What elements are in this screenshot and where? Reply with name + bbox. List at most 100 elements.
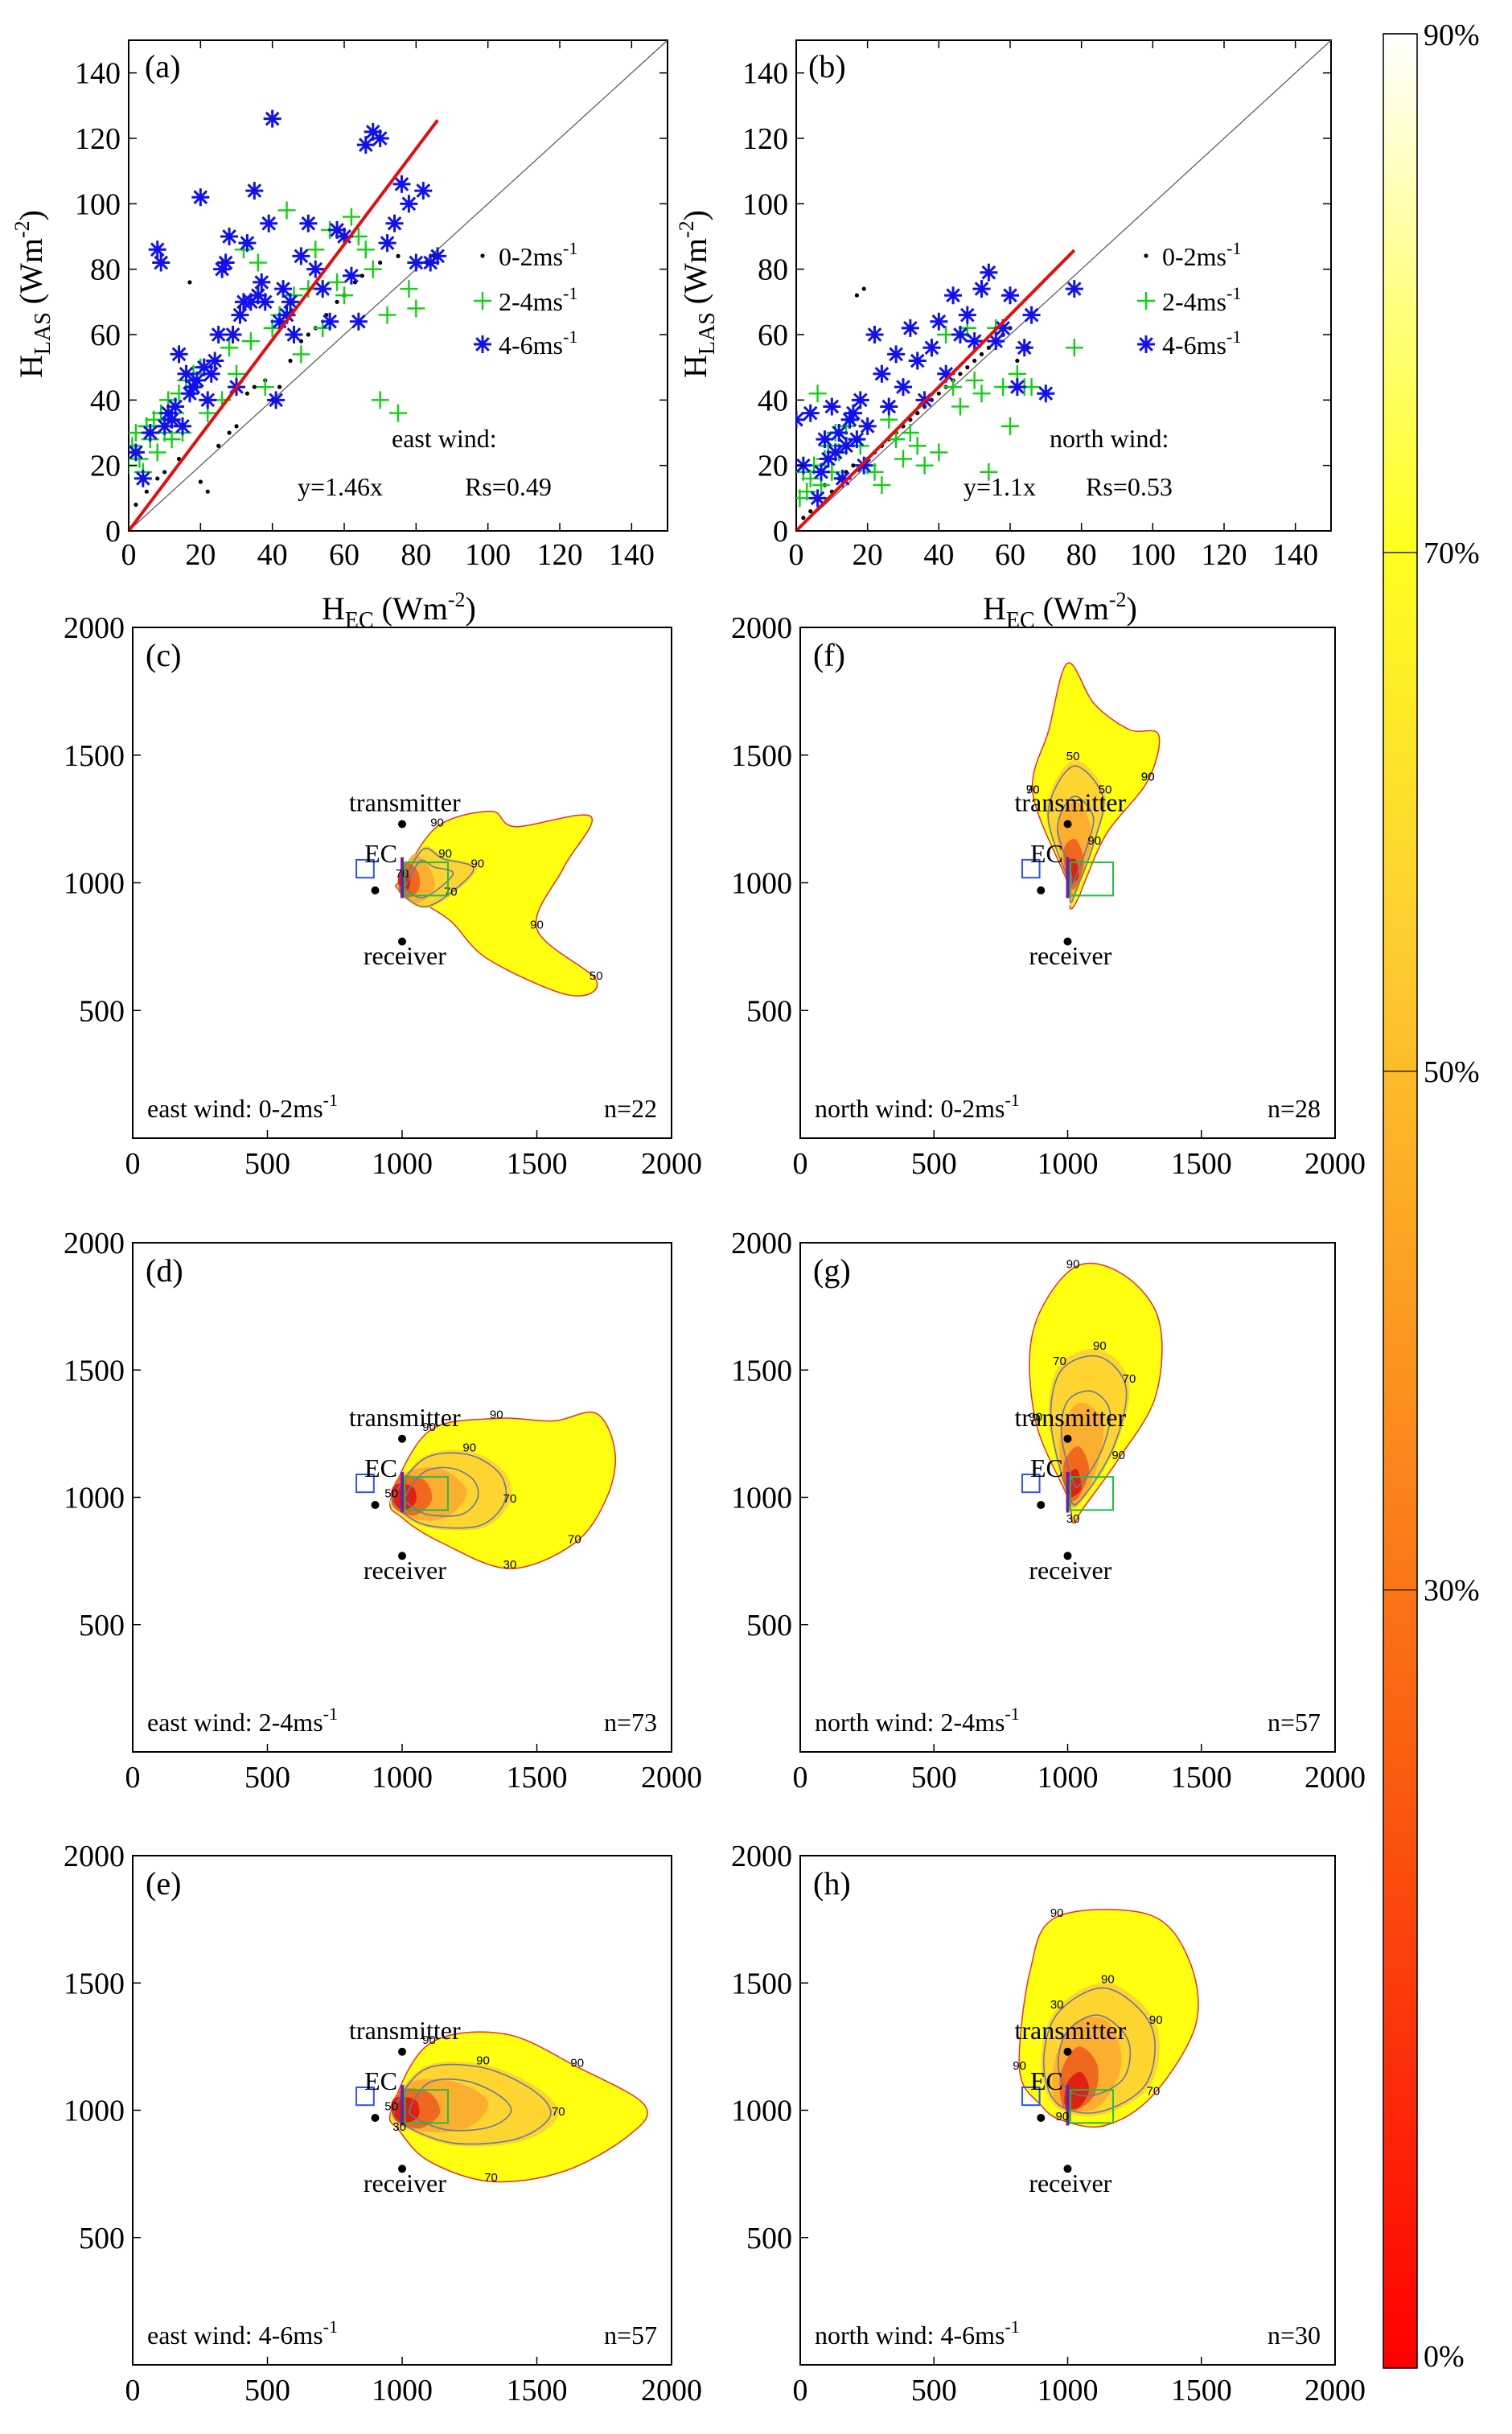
- panel-label-d: (d): [146, 1252, 183, 1289]
- y-label-sup-a: -2: [10, 220, 34, 238]
- point-a-s2-32: [253, 273, 271, 291]
- point-a-s2-0: [129, 443, 145, 462]
- x-tick-label-h-0: 0: [793, 2374, 808, 2407]
- annotation-title-a: east wind:: [392, 424, 497, 453]
- point-a-s0-25: [378, 260, 383, 265]
- x-tick-label-a-3: 60: [329, 538, 360, 572]
- x-tick-label-h-3: 1500: [1171, 2374, 1232, 2407]
- point-b-s2-12: [840, 410, 859, 429]
- y-tick-label-f-2: 1500: [731, 739, 792, 773]
- y-tick-label-h-1: 1000: [731, 2095, 792, 2128]
- rs-value-a: Rs=0.49: [465, 472, 552, 501]
- x-tick-label-e-3: 1500: [507, 2374, 568, 2407]
- wind-annotation-sup-f: -1: [1005, 1090, 1019, 1110]
- point-b-s2-28: [937, 364, 955, 383]
- point-b-s1-39: [1065, 339, 1083, 357]
- y-label-close-a: ): [13, 210, 49, 220]
- point-a-s0-7: [205, 489, 210, 494]
- x-label-close-a: ): [466, 590, 476, 627]
- point-a-s2-8: [166, 397, 185, 416]
- x-tick-label-c-4: 2000: [641, 1147, 702, 1181]
- footprint-contours-d: 90 70 70 90 90 50 30: [384, 1408, 616, 1572]
- legend-text-1-a: 0-2ms: [499, 242, 563, 271]
- point-a-s2-58: [407, 253, 425, 272]
- wind-annotation-text-g: north wind: 2-4ms: [815, 1708, 1005, 1737]
- y-label-main-b: H: [677, 355, 713, 378]
- point-a-s2-47: [328, 220, 347, 239]
- plot-frame-b: [795, 39, 1332, 532]
- ec-footprint-outline-f-1: [1047, 765, 1105, 903]
- rs-value-b: Rs=0.53: [1086, 472, 1173, 501]
- annotation-title-b: north wind:: [1050, 424, 1169, 453]
- wind-annotation-text-d: east wind: 2-4ms: [147, 1708, 323, 1737]
- point-a-s2-28: [238, 234, 257, 253]
- contour-level-label-c-0: 90: [430, 816, 444, 830]
- point-a-s0-6: [198, 479, 203, 484]
- y-label-unit-a: (Wm: [13, 238, 49, 312]
- contour-panel-f: 90909050705090transmitterECreceiver(f)no…: [731, 611, 1366, 1181]
- y-tick-label-c-0: 500: [79, 994, 125, 1028]
- point-b-s2-26: [922, 339, 941, 357]
- contour-level-label-e-6: 30: [392, 2120, 406, 2134]
- point-a-s2-54: [378, 234, 396, 253]
- point-a-s2-31: [249, 286, 267, 305]
- point-b-s2-21: [887, 345, 906, 364]
- point-b-s2-24: [908, 352, 927, 370]
- receiver-label-e: receiver: [364, 2169, 446, 2198]
- transmitter-marker-e: [398, 2047, 406, 2056]
- contour-level-label-h-2: 70: [1147, 2085, 1161, 2099]
- point-b-s1-22: [908, 437, 927, 455]
- ec-footprint-outline-h-0: [1058, 2014, 1132, 2097]
- y-tick-label-g-2: 1500: [731, 1354, 792, 1388]
- colorbar: 90% 70% 50% 30% 0%: [1383, 19, 1480, 2374]
- point-b-s0-7: [851, 463, 856, 468]
- contour-level-label-f-0: 90: [1026, 783, 1040, 796]
- contour-level-label-g-5: 70: [1053, 1355, 1066, 1368]
- x-tick-label-g-2: 1000: [1037, 1761, 1099, 1795]
- point-a-s1-44: [378, 306, 396, 324]
- legend-sup-2-b: -1: [1226, 283, 1241, 303]
- point-b-s2-18: [865, 326, 884, 343]
- point-b-s1-17: [873, 476, 891, 495]
- x-label-main-b: H: [983, 590, 1006, 627]
- y-tick-label-h-0: 500: [746, 2222, 792, 2255]
- y-tick-label-b-6: 120: [742, 122, 788, 156]
- colorbar-tick-label-4: 0%: [1424, 2340, 1465, 2374]
- sample-count-c: n=22: [604, 1094, 657, 1123]
- legend-star-glyph-a: [474, 335, 491, 353]
- point-a-s2-38: [274, 280, 293, 298]
- footprint-contours-e: 90 70 70 90 90 50 30: [384, 2031, 648, 2185]
- point-a-s0-1: [144, 489, 149, 494]
- x-tick-label-b-0: 0: [789, 538, 804, 572]
- point-a-s2-2: [141, 424, 159, 442]
- las-area-box-h: [1069, 2089, 1115, 2124]
- legend-plus-marker-b: [1137, 292, 1155, 310]
- contour-level-label-g-3: 90: [1093, 1339, 1107, 1353]
- ec-station-box-f: [1021, 858, 1041, 879]
- point-b-s0-26: [979, 352, 984, 356]
- point-a-s2-60: [421, 253, 440, 272]
- legend-text-2-a: 2-4ms: [499, 287, 563, 316]
- panel-label-g: (g): [813, 1252, 851, 1289]
- point-b-s1-35: [1001, 417, 1019, 435]
- point-b-s1-28: [951, 397, 969, 416]
- point-b-s2-8: [826, 443, 844, 462]
- point-a-s1-32: [292, 345, 310, 364]
- x-tick-label-a-5: 100: [465, 538, 511, 572]
- point-b-s2-2: [801, 404, 820, 422]
- point-a-s2-18: [202, 364, 220, 383]
- x-tick-label-d-0: 0: [125, 1761, 141, 1795]
- receiver-marker-e: [398, 2165, 406, 2173]
- point-a-s1-26: [249, 253, 267, 272]
- x-tick-label-c-3: 1500: [507, 1147, 568, 1181]
- sample-count-h: n=30: [1268, 2321, 1321, 2350]
- wind-annotation-text-f: north wind: 0-2ms: [815, 1094, 1005, 1123]
- contour-level-label-h-3: 90: [1101, 1972, 1115, 1986]
- point-a-s2-42: [292, 247, 310, 265]
- point-b-s2-6: [819, 450, 837, 468]
- transmitter-label-e: transmitter: [349, 2016, 461, 2045]
- y-tick-label-d-2: 1500: [64, 1354, 125, 1388]
- x-tick-label-e-0: 0: [125, 2374, 141, 2407]
- legend-entry-2-a: 2-4ms-1: [499, 283, 577, 316]
